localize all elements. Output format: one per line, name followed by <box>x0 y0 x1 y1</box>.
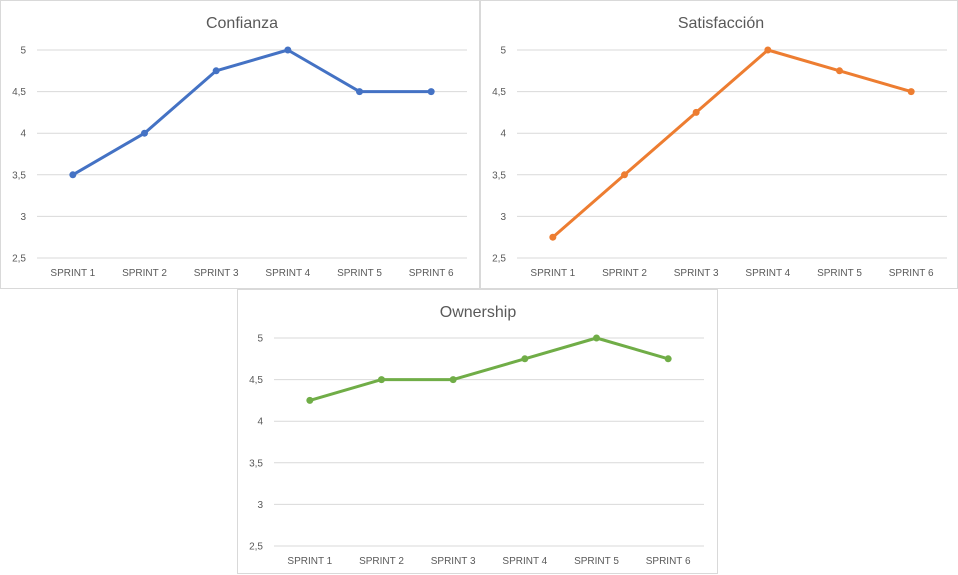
x-tick-label: SPRINT 6 <box>889 268 934 279</box>
data-point <box>836 67 843 75</box>
y-tick-label: 4 <box>257 417 263 428</box>
x-tick-label: SPRINT 5 <box>337 268 382 279</box>
data-point <box>284 46 292 54</box>
data-point <box>692 108 700 116</box>
series-line <box>71 48 433 177</box>
y-tick-label: 3 <box>257 500 263 511</box>
x-tick-label: SPRINT 2 <box>122 268 167 279</box>
series-line <box>308 336 670 402</box>
x-tick-label: SPRINT 5 <box>817 268 862 279</box>
data-point <box>427 88 435 96</box>
x-tick-label: SPRINT 4 <box>265 268 310 279</box>
x-tick-label: SPRINT 4 <box>502 556 547 567</box>
gridlines <box>274 337 704 547</box>
x-tick-label: SPRINT 2 <box>602 268 647 279</box>
x-tick-label: SPRINT 2 <box>359 556 404 567</box>
y-tick-label: 4,5 <box>249 375 263 386</box>
y-tick-label: 5 <box>500 46 506 57</box>
y-tick-label: 3,5 <box>249 458 263 469</box>
y-tick-label: 3 <box>20 212 26 223</box>
y-tick-label: 3 <box>500 212 506 223</box>
y-tick-label: 5 <box>257 334 263 345</box>
data-point <box>378 376 385 384</box>
x-tick-label: SPRINT 1 <box>50 268 95 279</box>
y-tick-label: 2,5 <box>492 254 506 265</box>
y-tick-label: 3,5 <box>12 170 26 181</box>
data-point <box>356 88 363 96</box>
data-point <box>141 129 148 137</box>
data-point <box>306 396 314 404</box>
x-tick-label: SPRINT 3 <box>194 268 239 279</box>
data-point <box>212 67 220 75</box>
data-point <box>764 46 772 54</box>
chart-ownership-svg: Ownership 2,5 3 3,5 4 4,5 5 SPRINT 1 SPRINT 2 SP… <box>249 304 704 567</box>
y-tick-label: 4 <box>500 129 506 140</box>
x-tick-label: SPRINT 6 <box>409 268 454 279</box>
chart-confianza: Confianza 2,5 3 3,5 4 4,5 5 SPRINT 1 SPRINT 2 SP… <box>0 0 480 289</box>
chart-confianza-svg: Confianza 2,5 3 3,5 4 4,5 5 SPRINT 1 SPRINT 2 SP… <box>12 15 467 279</box>
chart-title: Ownership <box>440 304 517 321</box>
data-point <box>621 171 628 179</box>
y-tick-label: 2,5 <box>249 542 263 553</box>
chart-satisfaccion-svg: Satisfacción 2,5 3 3,5 4 4,5 5 SPRINT 1 SPRINT … <box>492 15 947 279</box>
gridlines <box>517 49 947 259</box>
gridlines <box>37 49 467 259</box>
y-tick-label: 4 <box>20 129 26 140</box>
data-point <box>521 355 529 363</box>
x-tick-label: SPRINT 1 <box>530 268 575 279</box>
y-tick-label: 4,5 <box>492 87 506 98</box>
x-tick-label: SPRINT 3 <box>431 556 476 567</box>
data-point <box>907 88 915 96</box>
y-tick-label: 3,5 <box>492 170 506 181</box>
data-point <box>664 355 672 363</box>
data-point <box>593 334 600 342</box>
chart-title: Satisfacción <box>678 15 764 32</box>
y-tick-label: 2,5 <box>12 254 26 265</box>
x-tick-label: SPRINT 6 <box>646 556 691 567</box>
series-line <box>551 48 913 239</box>
chart-satisfaccion: Satisfacción 2,5 3 3,5 4 4,5 5 SPRINT 1 SPRINT … <box>480 0 958 289</box>
chart-ownership: Ownership 2,5 3 3,5 4 4,5 5 SPRINT 1 SPRINT 2 SP… <box>237 289 718 574</box>
x-tick-label: SPRINT 5 <box>574 556 619 567</box>
y-tick-label: 4,5 <box>12 87 26 98</box>
data-point <box>549 233 557 241</box>
x-tick-label: SPRINT 1 <box>287 556 332 567</box>
chart-title: Confianza <box>206 15 278 32</box>
x-tick-label: SPRINT 3 <box>674 268 719 279</box>
data-point <box>449 376 457 384</box>
y-tick-label: 5 <box>20 46 26 57</box>
data-point <box>69 171 77 179</box>
x-tick-label: SPRINT 4 <box>745 268 790 279</box>
